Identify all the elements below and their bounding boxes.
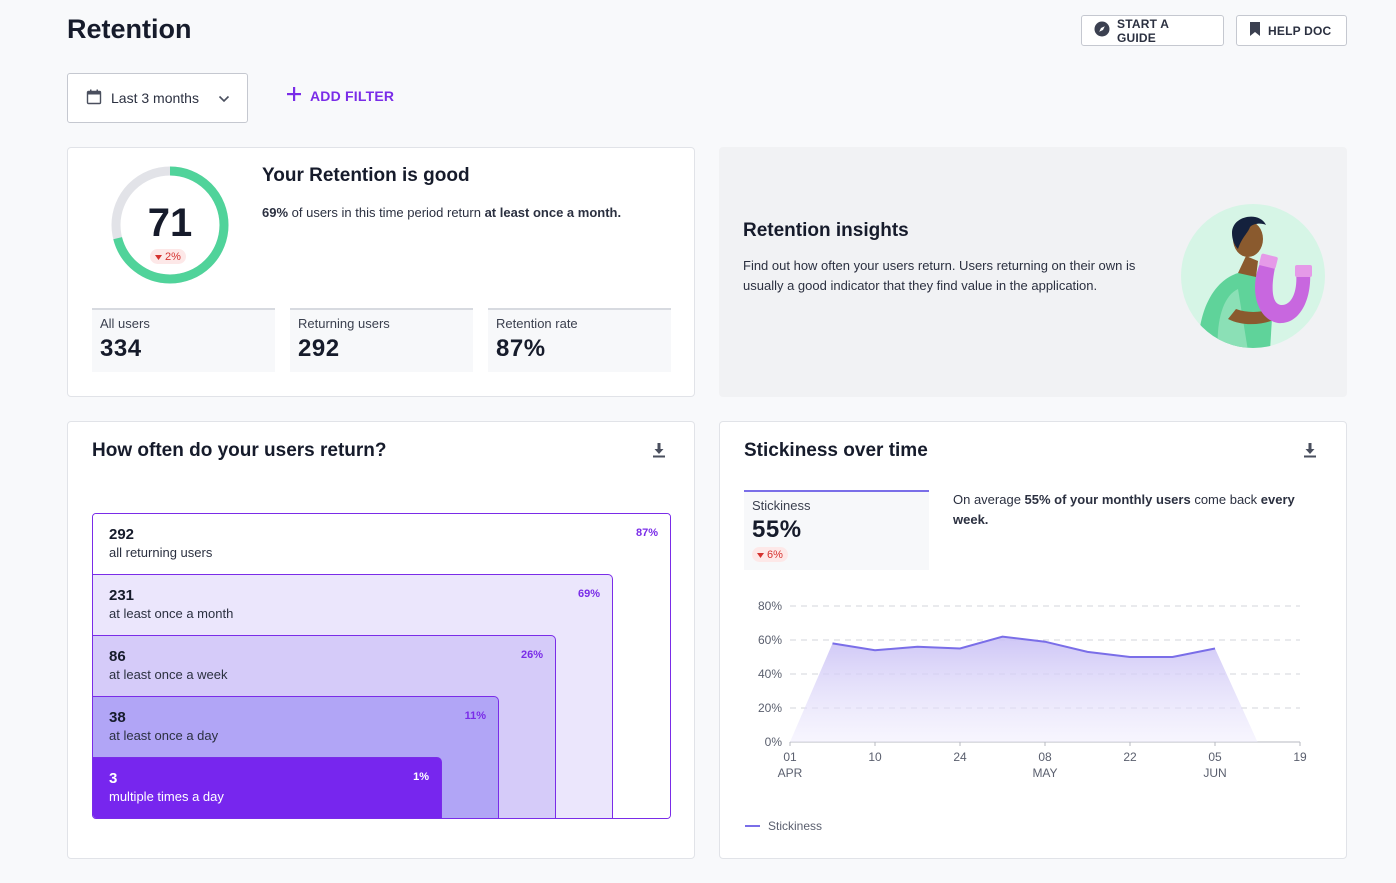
x-tick-month: APR <box>778 766 803 780</box>
stickiness-desc-c: come back <box>1190 492 1261 507</box>
legend-label: Stickiness <box>768 819 823 833</box>
download-icon[interactable] <box>650 441 668 459</box>
funnel-count: 86 <box>109 648 126 665</box>
retention-gauge <box>111 166 229 284</box>
stickiness-title: Stickiness over time <box>744 440 928 461</box>
funnel-pct: 26% <box>520 649 543 661</box>
kpi-retention-rate: Retention rate 87% <box>488 308 671 372</box>
retention-desc-text: of users in this time period return <box>288 205 485 220</box>
stickiness-desc-b: 55% of your monthly users <box>1024 492 1191 507</box>
stickiness-delta-value: 6% <box>767 548 783 561</box>
retention-score-delta-value: 2% <box>165 250 181 263</box>
y-tick-label: 60% <box>758 633 782 647</box>
retention-score-description: 69% of users in this time period return … <box>262 205 621 220</box>
funnel-pct: 1% <box>413 771 429 783</box>
stickiness-kpi[interactable]: Stickiness 55% 6% <box>744 490 929 570</box>
compass-icon <box>1094 21 1110 40</box>
return-frequency-card: How often do your users return? 292 all … <box>67 421 695 859</box>
retention-score-card: 71 2% Your Retention is good 69% of user… <box>67 147 695 397</box>
funnel-label: at least once a day <box>109 728 219 743</box>
caret-down-icon <box>155 251 162 263</box>
caret-down-icon <box>757 549 764 561</box>
y-tick-label: 20% <box>758 701 782 715</box>
start-guide-button[interactable]: START A GUIDE <box>1081 15 1224 46</box>
funnel-count: 3 <box>109 770 118 787</box>
kpi-returning-users: Returning users 292 <box>290 308 473 372</box>
retention-gauge-arc <box>111 166 229 284</box>
page-title: Retention <box>67 14 192 44</box>
start-guide-label: START A GUIDE <box>1117 16 1169 45</box>
funnel-count: 231 <box>109 587 135 604</box>
x-tick-label: 08 <box>1038 750 1052 764</box>
stickiness-kpi-label: Stickiness <box>752 498 811 513</box>
funnel-label: multiple times a day <box>109 789 224 804</box>
funnel-count: 38 <box>109 709 126 726</box>
funnel-pct: 69% <box>577 588 600 600</box>
y-tick-label: 80% <box>758 599 782 613</box>
stickiness-kpi-value: 55% <box>752 516 802 543</box>
date-range-select[interactable]: Last 3 months <box>67 73 248 123</box>
retention-desc-bold: at least once a month. <box>484 205 622 220</box>
chevron-down-icon <box>218 90 230 106</box>
funnel-pct: 87% <box>635 527 658 539</box>
magnet-illustration <box>1181 204 1325 348</box>
stickiness-delta: 6% <box>752 547 788 562</box>
add-filter-label: ADD FILTER <box>310 87 395 104</box>
x-tick-label: 10 <box>868 750 882 764</box>
kpi-label: All users <box>100 316 150 331</box>
insights-title: Retention insights <box>743 220 909 241</box>
retention-score-title: Your Retention is good <box>262 165 470 186</box>
bookmark-icon <box>1249 21 1261 40</box>
download-icon[interactable] <box>1301 441 1319 459</box>
kpi-value: 87% <box>496 335 546 362</box>
help-doc-button[interactable]: HELP DOC <box>1236 15 1347 46</box>
stickiness-description: On average 55% of your monthly users com… <box>953 490 1328 530</box>
funnel-label: all returning users <box>109 545 213 560</box>
stickiness-desc-d: every week. <box>953 492 1295 527</box>
funnel-count: 292 <box>109 526 135 543</box>
y-tick-label: 40% <box>758 667 782 681</box>
stickiness-chart: 80% 60% 40% 20% 0%01 APR 10 24 08 MAY 22 05 JUN 19 <box>758 599 1307 780</box>
x-tick-label: 19 <box>1293 750 1307 764</box>
retention-score-value: 71 <box>147 201 193 245</box>
x-tick-month: MAY <box>1032 766 1057 780</box>
insights-text: Find out how often your users return. Us… <box>743 258 1136 293</box>
legend-line <box>745 825 760 827</box>
series-line <box>832 635 1216 658</box>
kpi-value: 292 <box>298 335 340 362</box>
frequency-funnel: 292 all returning users 87% 231 at least… <box>92 513 671 819</box>
funnel-pct: 11% <box>464 710 486 722</box>
y-tick-label: 0% <box>765 735 783 749</box>
x-tick-label: 24 <box>953 750 967 764</box>
x-tick-month: JUN <box>1203 766 1226 780</box>
calendar-icon <box>86 89 102 108</box>
funnel-row[interactable]: 3 multiple times a day 1% <box>93 757 442 818</box>
stickiness-desc-a: On average <box>953 492 1025 507</box>
x-tick-label: 05 <box>1208 750 1222 764</box>
retention-desc-pct: 69% <box>262 205 289 220</box>
funnel-label: at least once a month <box>109 606 234 621</box>
kpi-label: Retention rate <box>496 316 578 331</box>
chart-legend: Stickiness <box>745 819 822 833</box>
add-filter-button[interactable]: ADD FILTER <box>286 86 394 105</box>
x-tick-label: 22 <box>1123 750 1137 764</box>
series-area <box>790 636 1258 742</box>
date-range-value: Last 3 months <box>111 90 199 106</box>
retention-score-delta: 2% <box>150 249 186 264</box>
frequency-title: How often do your users return? <box>92 440 387 461</box>
retention-insights-card: Retention insights Find out how often yo… <box>719 147 1347 397</box>
plus-icon <box>286 86 302 105</box>
kpi-value: 334 <box>100 335 142 362</box>
funnel-label: at least once a week <box>109 667 228 682</box>
kpi-all-users: All users 334 <box>92 308 275 372</box>
x-tick-label: 01 <box>783 750 797 764</box>
help-doc-label: HELP DOC <box>1268 23 1332 38</box>
stickiness-card: Stickiness over time Stickiness 55% 6% O… <box>719 421 1347 859</box>
kpi-label: Returning users <box>298 316 390 331</box>
